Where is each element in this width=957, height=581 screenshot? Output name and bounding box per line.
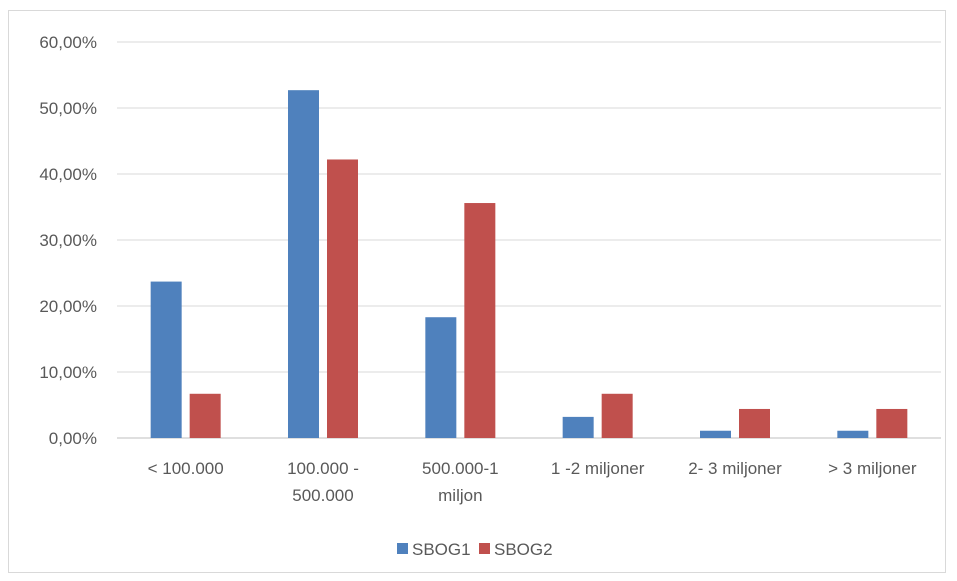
legend-swatch-sbog2	[479, 543, 490, 554]
x-category-label-line: 100.000 -	[287, 459, 359, 478]
x-category-label-line: 2- 3 miljoner	[688, 459, 782, 478]
bar-sbog1-2	[425, 317, 457, 438]
x-category-label-line: 500.000-1	[422, 459, 499, 478]
bar-sbog2-5	[876, 408, 908, 438]
x-category-label: 1 -2 miljoner	[551, 459, 645, 478]
bar-sbog1-4	[700, 430, 731, 438]
x-category-label: 100.000 - 500.000	[287, 459, 359, 505]
bar-sbog1-3	[562, 416, 594, 438]
bars	[150, 90, 908, 439]
bar-sbog2-0	[189, 393, 221, 438]
y-tick-label: 20,00%	[39, 297, 97, 316]
bar-sbog1-0	[150, 281, 182, 438]
y-tick-label: 0,00%	[49, 429, 97, 448]
gridlines	[117, 41, 941, 439]
bar-sbog1-1	[288, 90, 319, 439]
legend-label-sbog1: SBOG1	[412, 540, 471, 559]
y-tick-label: 30,00%	[39, 231, 97, 250]
bar-sbog2-4	[739, 408, 770, 438]
bar-sbog1-5	[837, 430, 869, 438]
x-category-label: 2- 3 miljoner	[688, 459, 782, 478]
y-tick-label: 60,00%	[39, 33, 97, 52]
y-tick-label: 50,00%	[39, 99, 97, 118]
y-tick-label: 10,00%	[39, 363, 97, 382]
x-category-label-line: miljon	[438, 486, 482, 505]
x-category-label-line: > 3 miljoner	[828, 459, 917, 478]
x-category-label: 500.000-1 miljon	[422, 459, 499, 505]
x-category-label-line: 1 -2 miljoner	[551, 459, 645, 478]
x-category-label-line: 500.000	[292, 486, 353, 505]
y-tick-label: 40,00%	[39, 165, 97, 184]
bar-sbog2-1	[327, 159, 358, 439]
x-category-label-line: < 100.000	[148, 459, 224, 478]
x-category-label: > 3 miljoner	[828, 459, 917, 478]
bar-sbog2-2	[464, 203, 496, 438]
x-category-label: < 100.000	[148, 459, 224, 478]
y-axis-tick-labels: 0,00% 10,00% 20,00% 30,00% 40,00% 50,00% 60,00…	[39, 33, 97, 448]
legend: SBOG1 SBOG2	[397, 540, 553, 559]
x-axis-category-labels: < 100.000 100.000 - 500.000 500.000-1 miljon…	[148, 459, 917, 505]
bar-sbog2-3	[601, 393, 633, 438]
legend-label-sbog2: SBOG2	[494, 540, 553, 559]
legend-swatch-sbog1	[397, 543, 408, 554]
